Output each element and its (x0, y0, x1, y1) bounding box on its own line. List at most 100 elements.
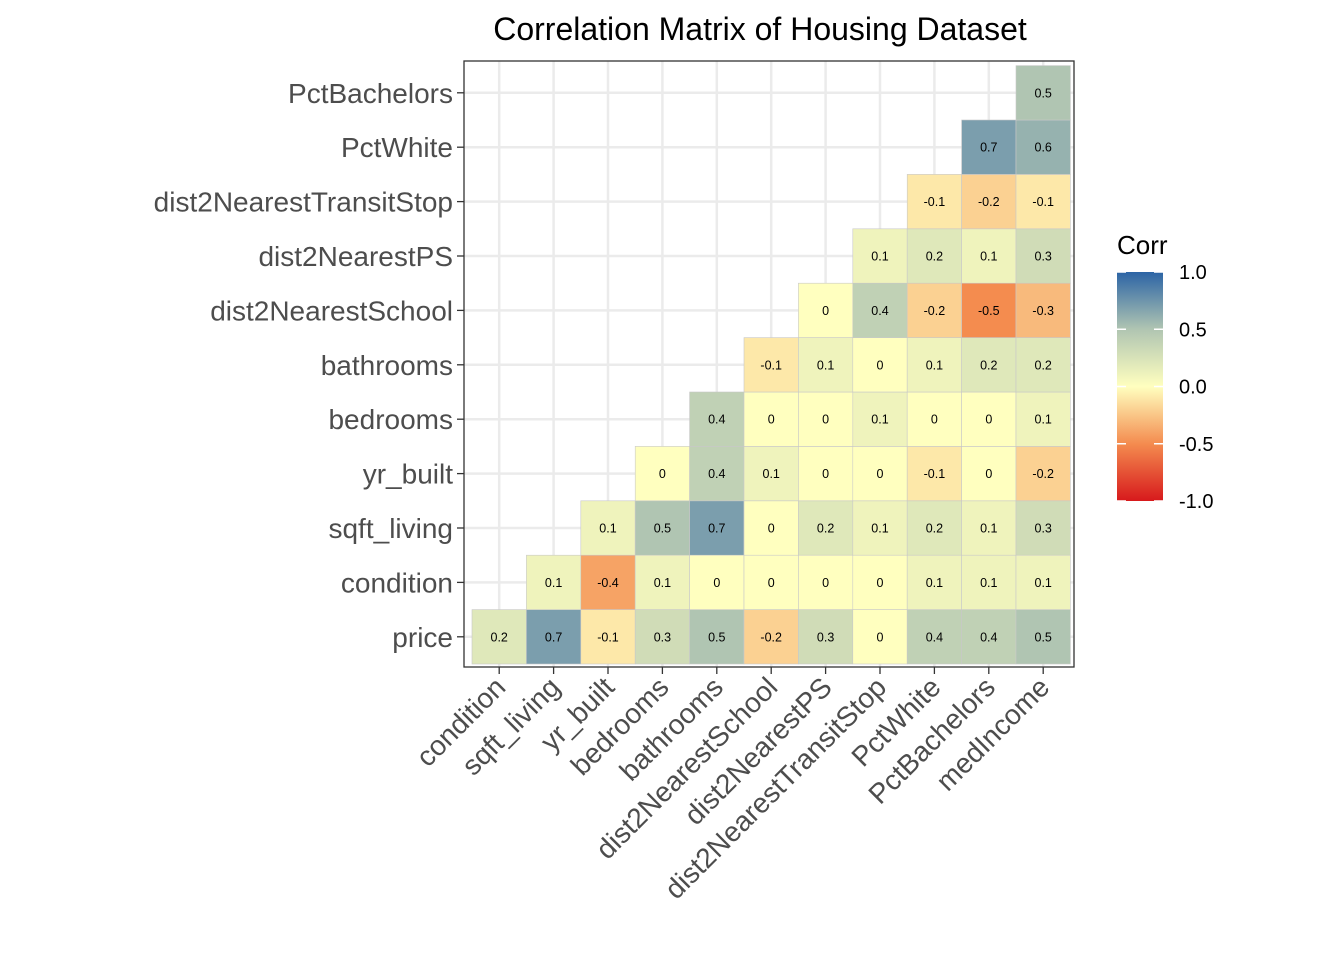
heatmap-cell (580, 554, 636, 610)
heatmap-cell (1015, 119, 1071, 175)
cell-value-label: 0 (877, 630, 884, 644)
heatmap-cell (906, 500, 962, 556)
heatmap-cell (634, 446, 690, 502)
heatmap-cell (961, 609, 1017, 665)
heatmap-cell (961, 500, 1017, 556)
heatmap-cell (743, 609, 799, 665)
heatmap-cell (1015, 65, 1071, 121)
cell-value-label: 0 (768, 522, 775, 536)
heatmap-cell (743, 554, 799, 610)
legend-tick-label: 1.0 (1179, 262, 1207, 284)
heatmap-cell (634, 500, 690, 556)
heatmap-cell (852, 337, 908, 393)
heatmap-cell (1015, 446, 1071, 502)
cell-value-label: 0.2 (817, 522, 834, 536)
cell-value-label: 0.1 (599, 522, 616, 536)
cell-value-label: -0.2 (924, 304, 946, 318)
cell-value-label: -0.5 (978, 304, 1000, 318)
y-axis: price condition sqft_living yr_built bedroom… (154, 78, 464, 653)
heatmap-cell (961, 119, 1017, 175)
cell-value-label: 0.2 (980, 358, 997, 372)
cell-value-label: -0.3 (1032, 304, 1054, 318)
heatmap-cell (798, 282, 854, 338)
chart-title: Correlation Matrix of Housing Dataset (493, 11, 1027, 47)
cell-value-label: 0.4 (926, 630, 943, 644)
cell-value-label: -0.2 (1032, 467, 1054, 481)
heatmap-cell (743, 500, 799, 556)
legend-tick-label: -1.0 (1179, 491, 1213, 513)
cell-value-label: 0.1 (817, 358, 834, 372)
legend-tick-label: 0.5 (1179, 319, 1207, 341)
cell-value-label: -0.2 (978, 195, 1000, 209)
heatmap-cell (1015, 391, 1071, 447)
cell-value-label: 0 (985, 467, 992, 481)
legend-title: Corr (1117, 230, 1168, 260)
cell-value-label: 0 (877, 467, 884, 481)
cell-value-label: 0.1 (1035, 413, 1052, 427)
cell-value-label: 0.3 (654, 630, 671, 644)
cell-value-label: 0.6 (1035, 141, 1052, 155)
cell-value-label: 0.1 (871, 413, 888, 427)
heatmap-cell (906, 609, 962, 665)
heatmap-cell (852, 282, 908, 338)
heatmap-cell (689, 609, 745, 665)
cell-value-label: -0.4 (597, 576, 619, 590)
cell-value-label: 0 (985, 413, 992, 427)
y-tick-label: yr_built (363, 459, 453, 490)
heatmap-cell (906, 337, 962, 393)
cell-value-label: 0.4 (708, 467, 725, 481)
cell-value-label: 0.4 (871, 304, 888, 318)
heatmap-cell (906, 554, 962, 610)
cell-value-label: 0 (822, 576, 829, 590)
heatmap-cell (852, 446, 908, 502)
legend-tick-label: -0.5 (1179, 434, 1213, 456)
legend: Corr 1.0 0.5 0.0 -0.5 -1.0 (1117, 230, 1213, 513)
cell-value-label: 0.1 (926, 358, 943, 372)
heatmap-cell (961, 228, 1017, 284)
cell-value-label: 0 (713, 576, 720, 590)
heatmap-cell (906, 174, 962, 230)
cell-value-label: -0.1 (924, 195, 946, 209)
cell-value-label: 0.1 (654, 576, 671, 590)
cell-value-label: 0.1 (871, 250, 888, 264)
y-tick-label: dist2NearestPS (258, 241, 453, 272)
heatmap-cell (852, 554, 908, 610)
cell-value-label: 0 (822, 304, 829, 318)
cell-value-label: 0.5 (708, 630, 725, 644)
heatmap-cell (852, 609, 908, 665)
heatmap-cell (961, 282, 1017, 338)
cell-value-label: 0.2 (1035, 358, 1052, 372)
cell-value-label: -0.1 (760, 358, 782, 372)
cell-value-label: 0 (822, 467, 829, 481)
heatmap-cell (526, 554, 582, 610)
cell-value-label: 0.2 (926, 250, 943, 264)
legend-tick-label: 0.0 (1179, 377, 1207, 399)
cell-value-label: 0.1 (1035, 576, 1052, 590)
heatmap-cell (526, 609, 582, 665)
y-tick-label: PctBachelors (288, 78, 453, 109)
cell-value-label: 0.1 (871, 522, 888, 536)
heatmap-cell (906, 446, 962, 502)
cell-value-label: 0 (768, 576, 775, 590)
heatmap-cell (906, 391, 962, 447)
cell-value-label: 0.1 (545, 576, 562, 590)
heatmap-cell (1015, 337, 1071, 393)
y-tick-label: price (392, 622, 453, 653)
y-tick-label: bathrooms (321, 350, 453, 381)
heatmap-cell (961, 554, 1017, 610)
heatmap-cells: 0.2 0.7 -0.1 0.3 0.5 -0.2 0.3 0 0.4 0.4 0.5 0.1 -0.4… (463, 60, 1075, 668)
x-axis: conditionsqft_livingyr_builtbedroomsbath… (410, 667, 1055, 905)
y-tick-label: dist2NearestTransitStop (154, 187, 453, 218)
cell-value-label: 0.1 (980, 522, 997, 536)
heatmap-cell (689, 391, 745, 447)
cell-value-label: -0.1 (1032, 195, 1054, 209)
cell-value-label: -0.1 (924, 467, 946, 481)
cell-value-label: -0.1 (597, 630, 619, 644)
heatmap-cell (1015, 228, 1071, 284)
cell-value-label: 0.3 (1035, 522, 1052, 536)
cell-value-label: 0.5 (654, 522, 671, 536)
y-tick-label: dist2NearestSchool (210, 295, 453, 326)
cell-value-label: 0.5 (1035, 86, 1052, 100)
cell-value-label: 0 (768, 413, 775, 427)
